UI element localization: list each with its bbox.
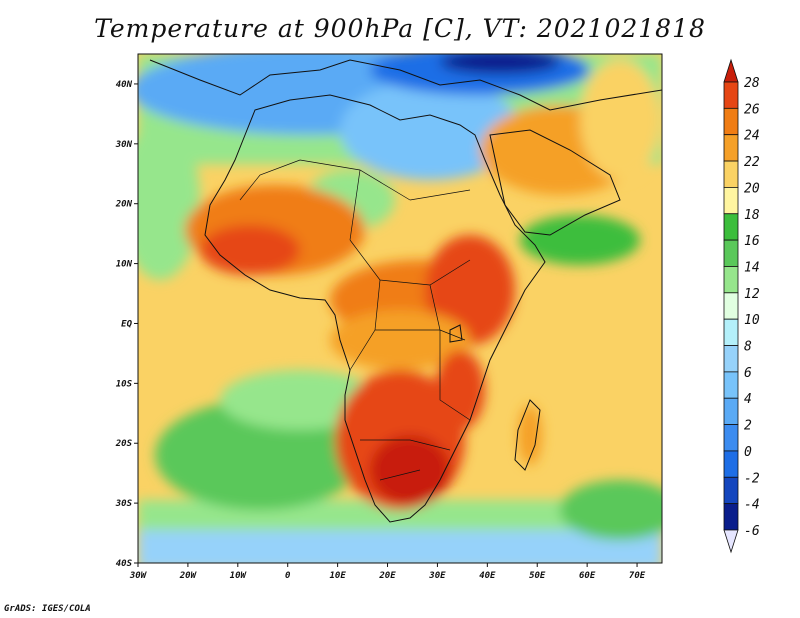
colorbar-box [723, 134, 739, 162]
colorbar-label: 22 [744, 155, 760, 170]
lat-tick-label: EQ [121, 319, 132, 329]
colorbar-box [723, 239, 739, 267]
colorbar-label: 12 [744, 287, 760, 302]
colorbar-label: 2 [744, 419, 752, 434]
colorbar-top-arrow [723, 58, 739, 83]
lat-tick-label: 10S [116, 379, 133, 389]
lon-tick-label: 50E [529, 571, 546, 581]
plot-frame [137, 53, 663, 564]
colorbar-box [723, 371, 739, 399]
lat-tick-label: 30S [115, 499, 133, 509]
lat-tick-label: 30N [115, 140, 133, 150]
lat-tick-label: 10N [116, 260, 133, 270]
lon-tick-label: 0 [285, 571, 291, 581]
lon-tick-label: 10W [230, 571, 248, 581]
colorbar-box [723, 292, 739, 320]
chart-title: Temperature at 900hPa [C], VT: 202102181… [94, 14, 706, 43]
colorbar-box [723, 424, 739, 452]
lon-tick-label: 30W [129, 571, 148, 581]
lon-tick-label: 40E [479, 571, 496, 581]
colorbar-box [723, 397, 739, 425]
colorbar-label: 6 [744, 366, 752, 381]
lon-tick-label: 10E [329, 571, 346, 581]
longitude-axis: 30W 20W 10W 0 10E 20E 30E 40E 50E 60E 70E [129, 563, 646, 581]
field-south-cold [138, 530, 662, 563]
colorbar-label: 24 [744, 129, 760, 144]
europe-coast [149, 59, 662, 111]
colorbar-label: 20 [744, 181, 760, 196]
lon-tick-label: 20E [378, 571, 396, 581]
credit-text: GrADS: IGES/COLA [4, 604, 91, 614]
lon-tick-label: 20W [179, 571, 198, 581]
colorbar-box [723, 476, 739, 505]
lat-tick-label: 20S [115, 439, 133, 449]
temperature-field [138, 54, 662, 563]
colorbar-box [723, 266, 739, 294]
colorbar-label: 18 [744, 208, 760, 223]
colorbar-label: 16 [744, 234, 760, 249]
country-borders [239, 159, 471, 481]
lat-tick-label: 40S [116, 559, 133, 569]
lon-tick-label: 30E [428, 571, 446, 581]
lat-tick-label: 40N [116, 80, 133, 90]
colorbar-label: 10 [744, 313, 760, 328]
lon-tick-label: 60E [579, 571, 596, 581]
africa-coastline [204, 94, 546, 523]
colorbar-label: 28 [744, 76, 760, 91]
colorbar-box [723, 160, 739, 188]
colorbar-box [723, 107, 739, 136]
colorbar-label: 14 [744, 260, 760, 275]
colorbar-label: -2 [744, 471, 760, 486]
colorbar-label: 0 [744, 445, 752, 460]
coastlines [149, 59, 662, 523]
colorbar-box [723, 213, 739, 241]
colorbar-label: 4 [744, 392, 752, 407]
colorbar-box [723, 81, 739, 109]
lat-tick-label: 20N [115, 200, 133, 210]
colorbar-box [723, 187, 739, 215]
latitude-axis: 40N 30N 20N 10N EQ 10S 20S 30S 40S [115, 80, 138, 569]
colorbar-box [723, 503, 739, 531]
colorbar-box [723, 450, 739, 478]
field-indian-green [520, 215, 640, 265]
colorbar-box [723, 345, 739, 373]
lake-victoria [449, 324, 463, 343]
colorbar-label: 26 [744, 102, 760, 117]
madagascar-coast [514, 399, 541, 471]
colorbar-label: -6 [744, 524, 760, 539]
colorbar-label: 8 [744, 340, 752, 355]
lon-tick-label: 70E [629, 571, 646, 581]
arabia-coast [489, 129, 621, 236]
colorbar-bottom-arrow [723, 529, 739, 554]
colorbar-box [723, 318, 739, 346]
colorbar-label: -4 [744, 498, 760, 513]
